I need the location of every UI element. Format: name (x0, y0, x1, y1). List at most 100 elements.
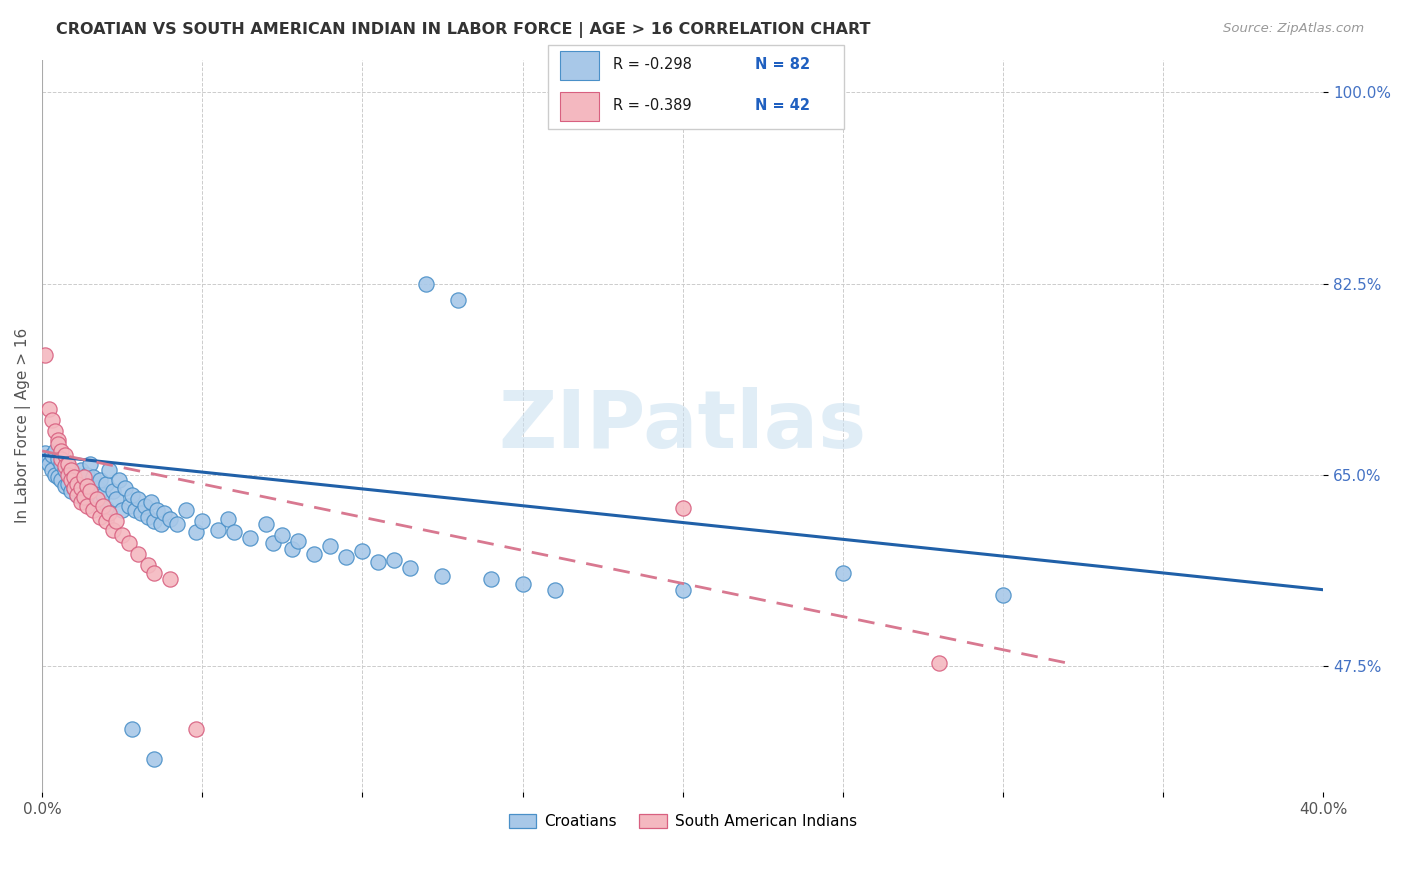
Point (51, 457, 73, 471)
Point (143, 752, 166, 766)
Point (51, 451, 73, 466)
Point (98, 462, 121, 476)
Point (672, 582, 695, 597)
Point (127, 547, 149, 561)
Point (149, 517, 172, 532)
Point (143, 514, 166, 528)
Point (831, 566, 853, 581)
Point (91, 488, 114, 502)
Point (34, 446, 56, 460)
Point (56, 476, 79, 491)
Point (66, 488, 89, 502)
Point (101, 523, 124, 537)
Point (672, 500, 695, 515)
Point (415, 277, 437, 291)
Point (991, 588, 1014, 602)
Point (44, 424, 66, 438)
Point (447, 293, 470, 307)
Point (69, 462, 91, 476)
Point (117, 535, 139, 549)
Point (73, 491, 96, 506)
Point (79, 484, 101, 499)
Text: R = -0.389: R = -0.389 (613, 98, 692, 113)
Point (121, 488, 143, 502)
Point (69, 495, 91, 509)
Point (56, 457, 79, 471)
Point (79, 479, 101, 493)
Point (384, 553, 406, 567)
Point (136, 558, 159, 572)
Point (51, 444, 73, 458)
Text: N = 82: N = 82 (755, 57, 810, 72)
Point (143, 566, 166, 581)
Point (104, 491, 127, 506)
Point (146, 503, 169, 517)
Point (76, 479, 98, 493)
FancyBboxPatch shape (548, 45, 844, 129)
Legend: Croatians, South American Indians: Croatians, South American Indians (502, 808, 863, 836)
Point (479, 572, 502, 586)
Point (117, 499, 139, 513)
Point (166, 517, 188, 532)
Point (89, 474, 111, 488)
Point (44, 467, 66, 482)
Point (271, 528, 294, 542)
Point (86, 491, 108, 506)
Point (63, 481, 86, 495)
Point (96, 476, 118, 491)
Point (108, 474, 131, 488)
Point (98, 506, 121, 520)
Point (104, 514, 127, 528)
Point (46, 437, 69, 451)
Point (131, 506, 153, 520)
Point (352, 544, 374, 558)
Point (41, 413, 63, 427)
Point (127, 491, 149, 506)
Point (53, 479, 76, 493)
Point (69, 474, 91, 488)
Point (134, 499, 156, 513)
Point (56, 459, 79, 474)
Point (66, 488, 89, 502)
Point (101, 484, 124, 499)
Point (217, 511, 239, 525)
Point (63, 466, 86, 480)
Point (319, 539, 342, 553)
Point (184, 722, 207, 736)
Point (73, 470, 96, 484)
Point (59, 467, 82, 482)
Text: R = -0.298: R = -0.298 (613, 57, 692, 72)
Point (66, 470, 89, 484)
Point (38, 402, 60, 417)
Point (46, 451, 69, 466)
Point (76, 467, 98, 482)
Text: ZIPatlas: ZIPatlas (499, 387, 868, 465)
Point (63, 470, 86, 484)
Point (114, 481, 136, 495)
Point (82, 470, 104, 484)
Point (46, 470, 69, 484)
Point (41, 448, 63, 462)
FancyBboxPatch shape (560, 52, 599, 80)
Point (59, 474, 82, 488)
Point (79, 457, 101, 471)
Point (159, 572, 181, 586)
Point (111, 503, 134, 517)
Point (543, 582, 565, 597)
Point (239, 532, 262, 546)
Point (136, 509, 159, 524)
Point (335, 549, 357, 564)
Point (184, 524, 207, 539)
Text: CROATIAN VS SOUTH AMERICAN INDIAN IN LABOR FORCE | AGE > 16 CORRELATION CHART: CROATIAN VS SOUTH AMERICAN INDIAN IN LAB… (56, 22, 870, 38)
Point (82, 503, 104, 517)
Point (174, 503, 197, 517)
Point (89, 495, 111, 509)
FancyBboxPatch shape (560, 92, 599, 120)
Point (96, 514, 118, 528)
Point (928, 656, 950, 670)
Point (69, 481, 91, 495)
Text: Source: ZipAtlas.com: Source: ZipAtlas.com (1223, 22, 1364, 36)
Point (262, 535, 284, 549)
Point (91, 499, 114, 513)
Point (38, 451, 60, 466)
